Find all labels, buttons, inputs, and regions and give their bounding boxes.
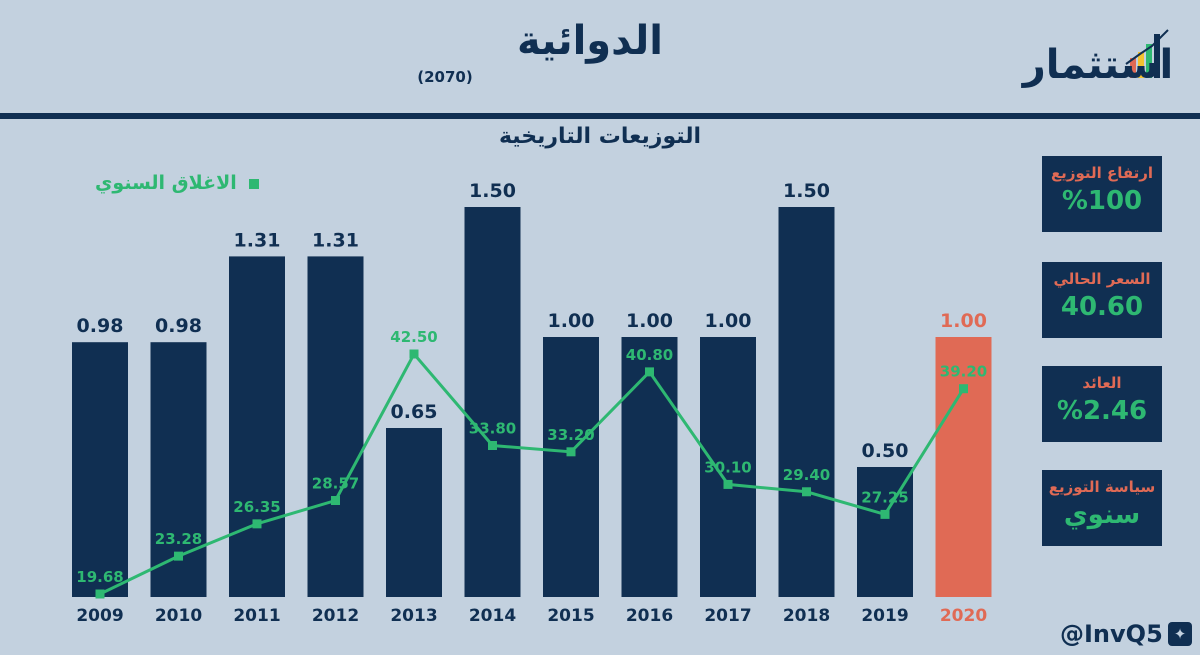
- line-point: [645, 367, 654, 377]
- x-tick-label: 2017: [704, 606, 751, 626]
- closing-price-line: [99, 351, 965, 596]
- bar: [464, 207, 521, 597]
- card-value: 40.60: [1060, 292, 1144, 322]
- bar-value-label: 0.98: [155, 315, 202, 337]
- dividends-chart: 0.98 0.98 1.31 1.31 0.65 1.50 1.00 1.00 1.00 1.50…: [72, 180, 992, 626]
- logo: استثمار: [1018, 24, 1178, 94]
- line-value-label: 23.28: [155, 530, 202, 548]
- bar-value-label: 1.50: [469, 180, 516, 202]
- card-current-price: السعر الحالي 40.60: [1042, 262, 1162, 338]
- card-yield: العائد %2.46: [1042, 366, 1162, 442]
- bar: [229, 256, 285, 597]
- header-divider: [0, 113, 1200, 119]
- bar: [543, 337, 599, 597]
- line-value-label: 39.20: [940, 363, 987, 381]
- bar: [935, 337, 992, 597]
- legend-swatch: [249, 178, 260, 189]
- bar: [307, 256, 364, 597]
- x-tick-label: 2011: [233, 606, 280, 626]
- x-tick-label: 2016: [626, 606, 673, 626]
- line-point: [723, 479, 733, 489]
- line-point: [252, 519, 262, 529]
- card-label: العائد: [1082, 374, 1122, 392]
- x-tick-label: 2010: [155, 606, 202, 626]
- x-tick-label: 2015: [547, 606, 594, 626]
- page-title: الدوائية: [516, 18, 663, 64]
- card-value: %100: [1061, 186, 1143, 216]
- bar-value-label: 1.31: [312, 229, 359, 251]
- x-tick-label: 2018: [783, 606, 830, 626]
- card-value: %2.46: [1056, 396, 1148, 426]
- card-dividend-policy: سياسة التوزيع سنوي: [1042, 470, 1162, 546]
- bar-value-label: 1.00: [940, 310, 987, 332]
- line-point: [802, 487, 811, 497]
- chart-subtitle: التوزيعات التاريخية: [498, 124, 702, 149]
- x-tick-label: 2019: [861, 606, 908, 626]
- line-value-label: 33.20: [547, 426, 594, 444]
- twitter-icon: ✦: [1168, 622, 1192, 646]
- bar: [621, 337, 678, 597]
- line-point: [880, 509, 890, 519]
- legend: الاغلاق السنوي: [95, 172, 260, 194]
- line-value-label: 40.80: [626, 346, 673, 364]
- bar-value-label: 0.98: [77, 315, 124, 337]
- line-value-label: 28.57: [312, 475, 359, 493]
- bar-value-label: 1.00: [548, 310, 595, 332]
- line-value-label: 29.40: [783, 466, 830, 484]
- card-value: سنوي: [1063, 500, 1141, 530]
- bar-value-label: 1.50: [783, 180, 830, 202]
- line-value-label: 27.25: [861, 488, 908, 506]
- line-point: [488, 440, 497, 450]
- bar-value-label: 0.65: [391, 401, 438, 423]
- line-value-label: 19.68: [76, 568, 123, 586]
- bar: [778, 207, 835, 597]
- card-label: ارتفاع التوزيع: [1050, 164, 1154, 182]
- line-point: [95, 589, 105, 599]
- x-tick-label: 2012: [312, 606, 359, 626]
- line-point: [331, 496, 340, 506]
- x-tick-label: 2013: [390, 606, 437, 626]
- bar-value-label: 1.00: [705, 310, 752, 332]
- x-tick-label: 2014: [469, 606, 516, 626]
- bar: [700, 337, 756, 597]
- x-tick-label: 2020: [940, 606, 987, 626]
- x-tick-label: 2009: [76, 606, 123, 626]
- bar-value-label: 1.31: [234, 229, 281, 251]
- bar: [857, 467, 913, 597]
- line-value-label: 33.80: [469, 419, 516, 437]
- line-value-label: 42.50: [390, 328, 437, 346]
- card-dividend-increase: ارتفاع التوزيع %100: [1042, 156, 1162, 232]
- twitter-handle[interactable]: @InvQ5: [1060, 620, 1163, 648]
- legend-label: الاغلاق السنوي: [95, 172, 237, 194]
- bar-value-label: 1.00: [626, 310, 673, 332]
- logo-text: استثمار: [1022, 42, 1175, 88]
- logo-bars-icon: [1125, 29, 1169, 78]
- line-point: [959, 384, 968, 394]
- card-label: سياسة التوزيع: [1048, 478, 1156, 496]
- line-value-label: 30.10: [704, 458, 751, 476]
- bar: [386, 428, 442, 597]
- stock-code: (2070): [417, 68, 473, 86]
- line-value-label: 26.35: [233, 498, 280, 516]
- line-point: [174, 551, 183, 561]
- line-point: [566, 447, 576, 457]
- bar-value-label: 0.50: [862, 440, 909, 462]
- card-label: السعر الحالي: [1053, 270, 1151, 288]
- bar: [72, 342, 128, 597]
- line-point: [409, 349, 419, 359]
